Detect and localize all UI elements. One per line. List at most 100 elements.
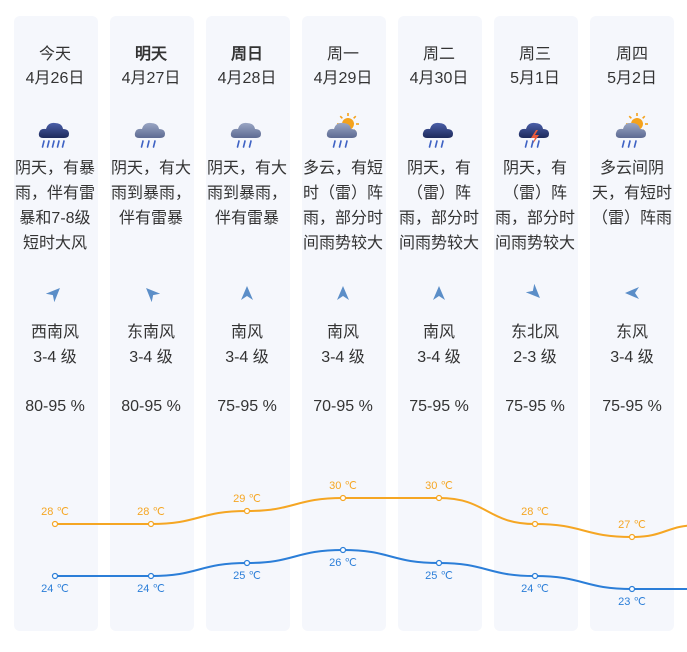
description-line: 短时大风 [22,235,87,252]
day-label: 周日 [230,46,263,63]
date-label: 5月2日 [607,70,657,87]
low-temp-point [243,559,251,567]
wind-level: 3-4 级 [321,349,365,366]
description-line: 雨，部分时 [398,210,479,227]
low-temp-label: 25 ℃ [425,570,453,582]
wind-arrow-sw-icon [45,284,64,303]
description-line: 阴天，有大 [110,160,191,177]
description-line: 天，有短时 [591,185,672,202]
weather-description: 阴天，有暴雨，伴有雷暴和7-8级 短时大风 [7,156,103,256]
forecast-day-column [110,16,194,631]
date-label: 4月30日 [409,70,469,87]
description-line: （雷）阵雨 [591,210,672,227]
humidity: 75-95 % [505,398,565,415]
forecast-day-column [590,16,674,631]
description-line: 间雨势较大 [398,235,479,252]
description-line: 雨，部分时 [494,210,575,227]
weather-description: 阴天，有 （雷）阵雨，部分时间雨势较大 [391,156,487,256]
wind-level: 3-4 级 [33,349,77,366]
description-line: 间雨势较大 [494,235,575,252]
wind-arrow-ne-icon [525,283,544,302]
high-temp-point [531,520,539,528]
wind-level: 3-4 级 [610,349,654,366]
forecast-day-column [398,16,482,631]
weather-description: 阴天，有大 雨到暴雨， 伴有雷暴 [199,156,295,231]
date-label: 5月1日 [510,70,560,87]
weather-description: 阴天，有 （雷）阵雨，部分时间雨势较大 [487,156,583,256]
humidity: 80-95 % [121,398,181,415]
description-line: （雷）阵 [502,185,567,202]
wind-direction: 东风 [615,324,648,341]
wind-level: 2-3 级 [513,349,557,366]
wind-level: 3-4 级 [417,349,461,366]
heavy-rain-icon [35,112,75,152]
low-temp-label: 24 ℃ [41,583,69,595]
wind-arrow-s-icon [430,284,448,302]
high-temp-label: 29 ℃ [233,493,261,505]
wind-direction: 西南风 [30,324,79,341]
high-temp-point [243,507,251,515]
forecast-day-column [206,16,290,631]
description-line: 雨，部分时 [302,210,383,227]
humidity: 75-95 % [602,398,662,415]
description-line: 阴天，有 [406,160,471,177]
low-temp-point [147,572,155,580]
high-temp-label: 27 ℃ [618,519,646,531]
weather-description: 多云间阴天，有短时 （雷）阵雨 [584,156,680,231]
high-temp-point [51,520,59,528]
low-temp-point [628,585,636,593]
high-temp-label: 30 ℃ [425,480,453,492]
low-temp-label: 24 ℃ [137,583,165,595]
low-temp-label: 24 ℃ [521,583,549,595]
description-line: 雨，伴有雷 [14,185,95,202]
wind-arrow-s-icon [334,284,352,302]
description-line: 雨到暴雨， [206,185,287,202]
high-temp-point [339,494,347,502]
low-temp-label: 25 ℃ [233,570,261,582]
wind-level: 3-4 级 [129,349,173,366]
humidity: 75-95 % [217,398,277,415]
description-line: 阴天，有暴 [14,160,95,177]
wind-arrow-e-icon [623,284,641,302]
rain-icon [131,112,171,152]
thunder-rain-icon [515,112,555,152]
humidity: 80-95 % [25,398,85,415]
wind-direction: 东南风 [126,324,175,341]
day-label: 周三 [518,46,551,63]
high-temp-line [55,496,687,539]
weather-description: 阴天，有大 雨到暴雨， 伴有雷暴 [103,156,199,231]
low-temp-point [51,572,59,580]
wind-direction: 南风 [230,324,263,341]
description-line: 时（雷）阵 [302,185,383,202]
humidity: 70-95 % [313,398,373,415]
day-label: 明天 [134,46,167,63]
high-temp-label: 28 ℃ [521,506,549,518]
humidity: 75-95 % [409,398,469,415]
forecast-day-column [494,16,578,631]
low-temp-line [55,548,687,591]
description-line: 雨到暴雨， [110,185,191,202]
date-label: 4月26日 [25,70,85,87]
wind-direction: 东北风 [510,324,559,341]
description-line: 暴和7-8级 [19,210,91,227]
description-line: （雷）阵 [406,185,471,202]
high-temp-point [147,520,155,528]
date-label: 4月29日 [313,70,373,87]
high-temp-label: 28 ℃ [137,506,165,518]
wind-direction: 南风 [422,324,455,341]
low-temp-point [435,559,443,567]
high-temp-label: 30 ℃ [329,480,357,492]
description-line: 阴天，有 [502,160,567,177]
low-temp-label: 23 ℃ [618,596,646,608]
description-line: 多云间阴 [599,160,664,177]
wind-level: 3-4 级 [225,349,269,366]
low-temp-point [339,546,347,554]
cloud-rain-icon [419,112,459,152]
description-line: 伴有雷暴 [214,210,279,227]
wind-arrow-se-icon [142,284,161,303]
day-label: 周一 [326,46,359,63]
low-temp-label: 26 ℃ [329,557,357,569]
high-temp-point [435,494,443,502]
rain-icon [227,112,267,152]
